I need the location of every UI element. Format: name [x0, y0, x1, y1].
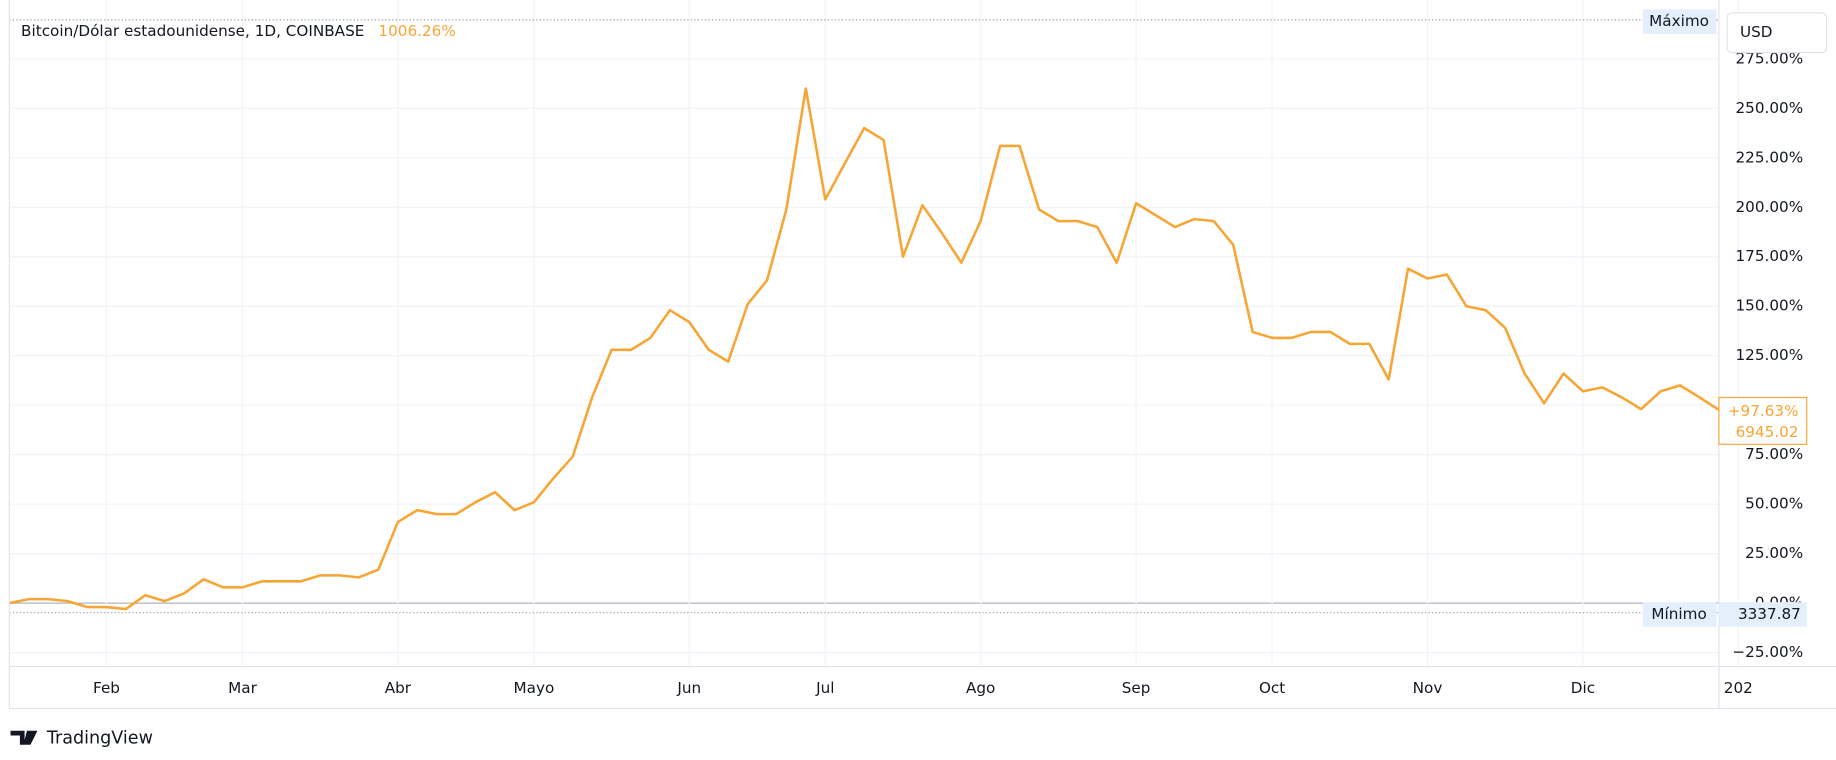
last-price: 6945.02: [1736, 423, 1799, 441]
price-line: [9, 87, 1720, 611]
x-tick-label: Mar: [228, 679, 257, 697]
plot: [9, 87, 1720, 611]
logo-icon[interactable]: [10, 730, 38, 745]
y-tick-label: 50.00%: [1745, 495, 1803, 513]
y-tick-label: 225.00%: [1736, 148, 1804, 166]
y-tick-label: 25.00%: [1745, 544, 1803, 562]
y-tick-label: 250.00%: [1736, 99, 1804, 117]
min-price: 3337.87: [1738, 605, 1801, 623]
x-tick-label: Abr: [385, 679, 412, 697]
y-tick-label: 200.00%: [1736, 198, 1804, 216]
y-tick-label: 275.00%: [1736, 49, 1804, 67]
y-tick-label: 150.00%: [1736, 297, 1804, 315]
min-label: Mínimo: [1651, 605, 1706, 623]
grid: [9, 0, 1739, 667]
brand-name[interactable]: TradingView: [46, 728, 153, 748]
x-tick-label: Jun: [676, 679, 701, 697]
x-tick-label: Oct: [1259, 679, 1285, 697]
chart-title: Bitcoin/Dólar estadounidense, 1D, COINBA…: [21, 22, 364, 40]
x-tick-label: 202: [1724, 679, 1753, 697]
y-tick-label: 125.00%: [1736, 346, 1804, 364]
last-percent: +97.63%: [1728, 402, 1799, 420]
x-tick-label: Sep: [1122, 679, 1151, 697]
min-badge: [1642, 602, 1717, 627]
y-tick-label: 75.00%: [1745, 445, 1803, 463]
x-tick-label: Dic: [1571, 679, 1595, 697]
max-badge: [1642, 9, 1717, 34]
x-tick-label: Mayo: [514, 679, 555, 697]
y-tick-label: −25.00%: [1732, 643, 1803, 661]
min-price-badge: [1718, 602, 1807, 627]
brand-logo[interactable]: TradingView: [10, 728, 153, 748]
currency-button[interactable]: [1726, 12, 1828, 54]
x-tick-label: Jul: [815, 679, 834, 697]
x-tick-label: Feb: [93, 679, 120, 697]
max-label: Máximo: [1649, 12, 1709, 30]
x-tick-label: Ago: [966, 679, 995, 697]
x-tick-label: Nov: [1413, 679, 1443, 697]
y-tick-label: 175.00%: [1736, 247, 1804, 265]
last-badge: [1718, 396, 1808, 445]
change-label: 1006.26%: [378, 22, 455, 40]
currency-label[interactable]: USD: [1740, 23, 1773, 41]
